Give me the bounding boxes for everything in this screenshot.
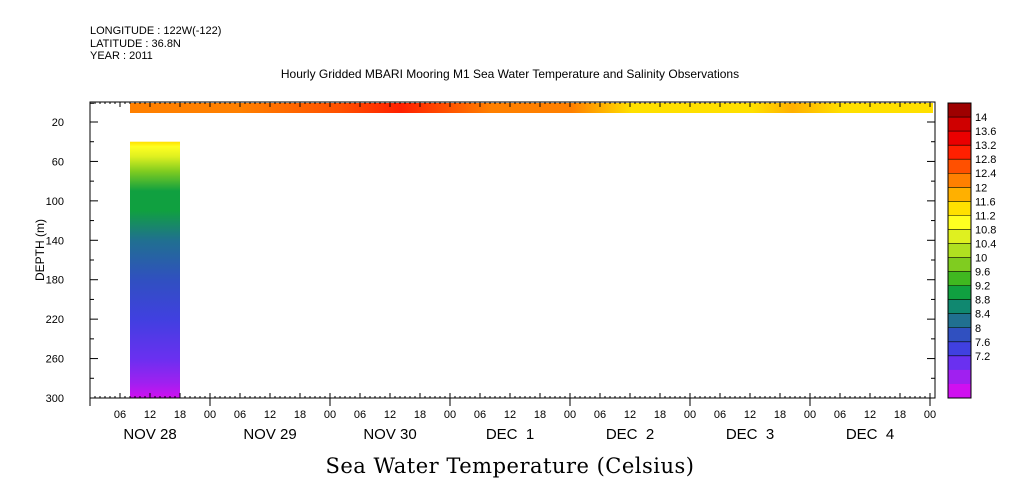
colorbar-label: 10 (975, 253, 987, 265)
y-tick-label: 140 (46, 235, 64, 247)
x-hour-label: 00 (444, 409, 456, 421)
colorbar-swatch (948, 145, 971, 160)
x-hour-label: 18 (414, 409, 426, 421)
x-hour-label: 06 (474, 409, 486, 421)
colorbar-swatch (948, 313, 971, 329)
x-hour-label: 00 (324, 409, 336, 421)
colorbar-swatch (948, 229, 971, 244)
x-hour-label: 00 (564, 409, 576, 421)
profile-temperature-block (130, 141, 180, 398)
colorbar-label: 7.6 (975, 337, 990, 349)
colorbar-swatch (948, 131, 971, 146)
x-hour-label: 12 (504, 409, 516, 421)
colorbar-label: 10.4 (975, 238, 996, 250)
colorbar-label: 12.4 (975, 168, 996, 180)
x-hour-label: 12 (264, 409, 276, 421)
axes: 20 60 100 140 180 220 260 300 06 12 18 00 06 12 18 00 06… (46, 101, 936, 443)
x-hour-label: 18 (534, 409, 546, 421)
x-day-label: DEC 1 (486, 426, 534, 443)
chart-title: Hourly Gridded MBARI Mooring M1 Sea Wate… (280, 67, 740, 81)
x-hour-label: 06 (114, 409, 126, 421)
colorbar-label: 8.8 (975, 295, 990, 307)
x-day-label: DEC 3 (726, 426, 774, 443)
colorbar-label: 14 (975, 112, 987, 124)
colorbar-label: 8 (975, 323, 981, 335)
x-hour-label: 12 (624, 409, 636, 421)
plot-frame (89, 101, 936, 399)
x-hour-label: 12 (864, 409, 876, 421)
x-hour-label: 12 (144, 409, 156, 421)
x-hour-label: 12 (384, 409, 396, 421)
x-day-label: NOV 28 (123, 426, 176, 443)
x-hour-label: 00 (204, 409, 216, 421)
x-axis-title: Sea Water Temperature (Celsius) (325, 454, 695, 478)
colorbar-label: 9.2 (975, 281, 990, 293)
year-label: YEAR : 2011 (90, 50, 153, 62)
colorbar-swatch (948, 341, 971, 357)
longitude-label: LONGITUDE : 122W(-122) (90, 25, 222, 37)
x-day-label: DEC 4 (846, 426, 894, 443)
y-axis-title: DEPTH (m) (33, 219, 47, 281)
y-tick-label: 260 (46, 354, 64, 366)
colorbar-swatch (948, 285, 971, 301)
colorbar-swatch (948, 103, 971, 118)
x-hour-label: 06 (234, 409, 246, 421)
x-day-label: NOV 29 (243, 426, 296, 443)
y-tick-label: 220 (46, 314, 64, 326)
y-tick-label: 300 (46, 393, 64, 405)
colorbar-label: 10.8 (975, 224, 996, 236)
x-hour-label: 18 (174, 409, 186, 421)
colorbar-label: 12 (975, 182, 987, 194)
colorbar-label: 9.6 (975, 267, 990, 279)
colorbar-swatch (948, 215, 971, 230)
colorbar-swatch (948, 383, 971, 399)
colorbar-swatch (948, 369, 971, 385)
colorbar-swatch (948, 173, 971, 188)
colorbar-label: 11.6 (975, 196, 996, 208)
colorbar-frame (947, 102, 972, 399)
plot-area (130, 103, 933, 398)
colorbar-swatch (948, 243, 971, 259)
y-tick-label: 100 (46, 196, 64, 208)
x-hour-label: 18 (654, 409, 666, 421)
colorbar-swatch (948, 257, 971, 273)
x-hour-label: 06 (834, 409, 846, 421)
x-hour-label: 18 (294, 409, 306, 421)
y-tick-label: 60 (52, 156, 64, 168)
colorbar-label: 13.2 (975, 140, 996, 152)
x-hour-label: 00 (924, 409, 936, 421)
y-tick-label: 180 (46, 275, 64, 287)
latitude-label: LATITUDE : 36.8N (90, 37, 181, 50)
x-hour-label: 06 (354, 409, 366, 421)
colorbar-swatch (948, 299, 971, 315)
colorbar-swatch (948, 327, 971, 343)
metadata-block: LONGITUDE : 122W(-122) LATITUDE : 36.8N … (90, 25, 221, 63)
y-tick-label: 20 (52, 117, 64, 129)
x-hour-label: 00 (684, 409, 696, 421)
colorbar-swatch (948, 201, 971, 216)
colorbar-swatch (948, 187, 971, 202)
colorbar-label: 13.6 (975, 126, 996, 138)
colorbar-label: 7.2 (975, 351, 990, 363)
x-hour-label: 06 (594, 409, 606, 421)
colorbar-label: 11.2 (975, 210, 996, 222)
x-hour-label: 06 (714, 409, 726, 421)
colorbar: 14 13.6 13.2 12.8 12.4 12 11.6 11.2 10.8 10.4 10 9.… (947, 102, 996, 399)
colorbar-label: 12.8 (975, 154, 996, 166)
colorbar-swatch (948, 271, 971, 287)
colorbar-swatch (948, 355, 971, 371)
colorbar-swatch (948, 159, 971, 174)
x-hour-label: 00 (804, 409, 816, 421)
x-hour-label: 18 (774, 409, 786, 421)
x-hour-label: 12 (744, 409, 756, 421)
x-day-label: DEC 2 (606, 426, 654, 443)
x-day-label: NOV 30 (363, 426, 416, 443)
surface-temperature-band (130, 103, 933, 113)
colorbar-label: 8.4 (975, 309, 990, 321)
x-hour-label: 18 (894, 409, 906, 421)
colorbar-swatch (948, 117, 971, 132)
